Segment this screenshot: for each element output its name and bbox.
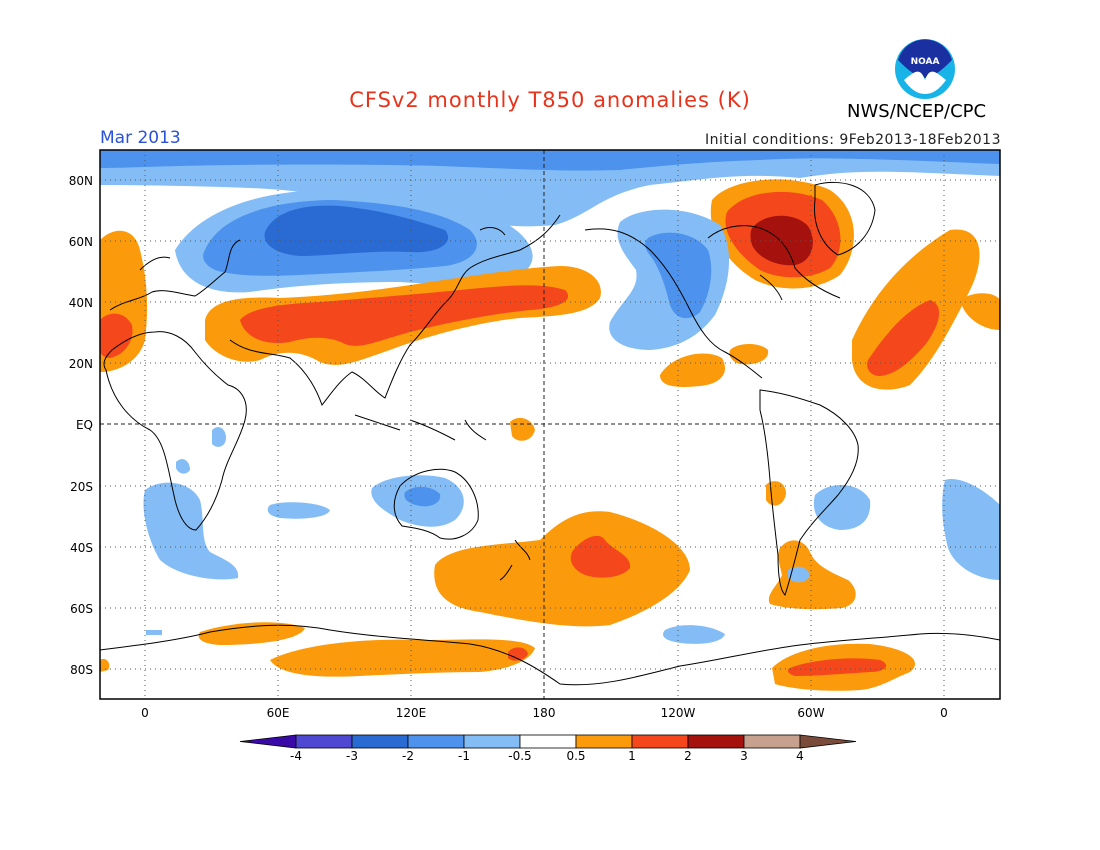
antarctica-positive-west bbox=[198, 622, 305, 645]
south-atlantic-negative-patch bbox=[788, 566, 810, 583]
southern-ocean-negative bbox=[663, 625, 725, 644]
indonesia-coast bbox=[354, 414, 487, 441]
greenland-coast bbox=[813, 182, 876, 256]
australia-coast bbox=[393, 468, 479, 540]
antarctica-positive-core bbox=[508, 647, 528, 661]
antarctica-coast bbox=[100, 624, 1000, 686]
eurasia-negative-peak bbox=[264, 205, 449, 256]
lat-label: 80N bbox=[69, 174, 93, 188]
colorbar-arrow-high bbox=[799, 734, 857, 749]
antarctica-positive-east-core bbox=[787, 658, 887, 676]
map-frame bbox=[99, 149, 1001, 700]
colorbar-bin bbox=[407, 734, 465, 749]
colorbar-tick-label: 2 bbox=[684, 749, 692, 763]
colorbar-arrow-low bbox=[239, 734, 297, 749]
lat-label: 60N bbox=[69, 235, 93, 249]
arctic-darker-strip bbox=[100, 150, 1000, 171]
indian-patch bbox=[212, 427, 226, 447]
colorbar-bin bbox=[743, 734, 801, 749]
lat-labels: 80N 60N 40N 20N EQ 20S 40S 60S 80S bbox=[69, 174, 93, 677]
agency-label: NWS/NCEP/CPC bbox=[847, 101, 987, 122]
colorbar-tick-label: 1 bbox=[628, 749, 636, 763]
colorbar-tick-label: 3 bbox=[740, 749, 748, 763]
colorbar-tick-label: -3 bbox=[346, 749, 358, 763]
north-atlantic-positive-core bbox=[867, 300, 940, 376]
colorbar-bin bbox=[575, 734, 633, 749]
south-america-negative bbox=[813, 484, 871, 530]
south-america-coast bbox=[759, 389, 859, 596]
arctic-negative-band bbox=[100, 150, 1000, 227]
initial-conditions: Initial conditions: 9Feb2013-18Feb2013 bbox=[705, 132, 1001, 148]
lat-label: 80S bbox=[70, 663, 93, 677]
southern-africa-negative bbox=[143, 482, 239, 580]
lat-label: 20S bbox=[70, 480, 93, 494]
colorbar-bin bbox=[351, 734, 409, 749]
southern-ocean-negative-2 bbox=[146, 630, 162, 635]
colorbar-tick-label: -0.5 bbox=[508, 749, 531, 763]
lon-label: 0 bbox=[940, 706, 948, 720]
antarctica-positive-wrap bbox=[100, 658, 110, 672]
west-europe-positive-core bbox=[100, 313, 133, 358]
patagonia-positive bbox=[768, 540, 856, 610]
lat-label: 20N bbox=[69, 357, 93, 371]
lon-label: 60E bbox=[267, 706, 290, 720]
colorbar-tick-label: 4 bbox=[796, 749, 804, 763]
lon-label: 60W bbox=[797, 706, 824, 720]
north-america-coast bbox=[584, 225, 841, 379]
europe-coast bbox=[109, 239, 241, 311]
south-pacific-positive-core bbox=[570, 535, 631, 578]
lon-label: 0 bbox=[141, 706, 149, 720]
logo-text: NOAA bbox=[911, 57, 940, 67]
lat-label: 40N bbox=[69, 296, 93, 310]
caribbean-positive bbox=[729, 344, 769, 365]
east-africa-patch bbox=[176, 459, 190, 474]
colorbar-bin bbox=[463, 734, 521, 749]
indian-ocean-negative bbox=[267, 502, 330, 519]
lon-label: 180 bbox=[533, 706, 556, 720]
south-atlantic-east-negative bbox=[942, 479, 1000, 580]
asia-coast bbox=[229, 214, 561, 407]
colorbar-tick-label: -2 bbox=[402, 749, 414, 763]
lat-label: 40S bbox=[70, 541, 93, 555]
colorbar-tick-label: -4 bbox=[290, 749, 302, 763]
colorbar: -4 -3 -2 -1 -0.5 0.5 1 2 3 4 bbox=[239, 734, 857, 763]
antarctica-positive-central bbox=[270, 639, 535, 677]
noaa-logo: NOAA bbox=[895, 39, 955, 99]
map-title: CFSv2 monthly T850 anomalies (K) bbox=[349, 88, 751, 112]
colorbar-bin bbox=[631, 734, 689, 749]
nz-coast bbox=[499, 539, 531, 581]
colorbar-bin bbox=[687, 734, 745, 749]
hudson-positive-peak bbox=[750, 215, 813, 266]
colorbar-tick-label: 0.5 bbox=[566, 749, 585, 763]
colorbar-bin bbox=[519, 734, 577, 749]
lon-label: 120E bbox=[396, 706, 427, 720]
lon-labels: 0 60E 120E 180 120W 60W 0 bbox=[141, 706, 948, 720]
africa-coast bbox=[103, 331, 247, 531]
anomaly-shading bbox=[100, 150, 1000, 691]
coastlines bbox=[100, 182, 1000, 686]
colorbar-tick-label: -1 bbox=[458, 749, 470, 763]
lon-label: 120W bbox=[661, 706, 696, 720]
australia-negative-core bbox=[404, 486, 441, 507]
south-pacific-positive bbox=[434, 511, 690, 627]
colorbar-bin bbox=[295, 734, 353, 749]
graticule bbox=[100, 150, 1000, 699]
asia-pacific-positive-core bbox=[240, 285, 569, 346]
east-pacific-positive bbox=[660, 353, 726, 387]
forecast-month: Mar 2013 bbox=[100, 128, 181, 148]
lat-label: EQ bbox=[76, 418, 93, 432]
lat-label: 60S bbox=[70, 602, 93, 616]
